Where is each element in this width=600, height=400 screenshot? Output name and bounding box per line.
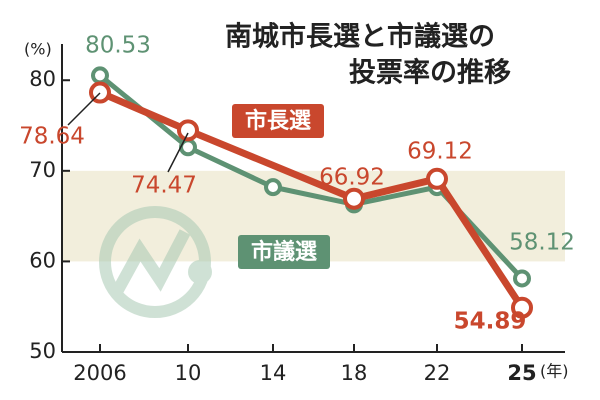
y-tick-label: 80: [29, 67, 56, 91]
x-tick-label: 10: [175, 361, 202, 385]
y-tick-label: 70: [29, 158, 56, 182]
point: [426, 167, 448, 190]
x-tick-label: 14: [260, 361, 287, 385]
value-label: 58.12: [509, 230, 575, 256]
y-tick-label: 60: [29, 248, 56, 272]
y-tick-label: 50: [29, 339, 56, 363]
point: [264, 178, 282, 197]
value-label: 69.12: [407, 139, 473, 165]
legend-box: [232, 104, 324, 138]
point: [343, 187, 365, 210]
logo: [99, 206, 212, 318]
x-tick-label: 2006: [73, 361, 126, 385]
leader: [67, 92, 101, 126]
chart-title: 投票率の推移: [349, 57, 511, 89]
point: [91, 66, 109, 85]
chart-title: 南城市長選と市議選の: [225, 21, 495, 53]
x-tick-label: 22: [424, 361, 451, 385]
value-label: 74.47: [131, 173, 197, 199]
point: [511, 296, 533, 319]
x-unit: (年): [540, 362, 569, 381]
legend-label: 市議選: [251, 239, 317, 265]
x-tick-label: 25: [507, 361, 536, 385]
value-label: 54.89: [454, 309, 527, 335]
y-unit: (%): [24, 40, 52, 59]
legend-label: 市長選: [245, 108, 311, 134]
value-label: 66.92: [319, 165, 385, 191]
leader: [167, 132, 189, 173]
point: [177, 119, 199, 142]
legend-box: [238, 235, 330, 269]
point: [513, 269, 531, 288]
x-tick-label: 18: [341, 361, 368, 385]
value-label: 80.53: [85, 33, 151, 59]
value-label: 78.64: [19, 124, 85, 150]
